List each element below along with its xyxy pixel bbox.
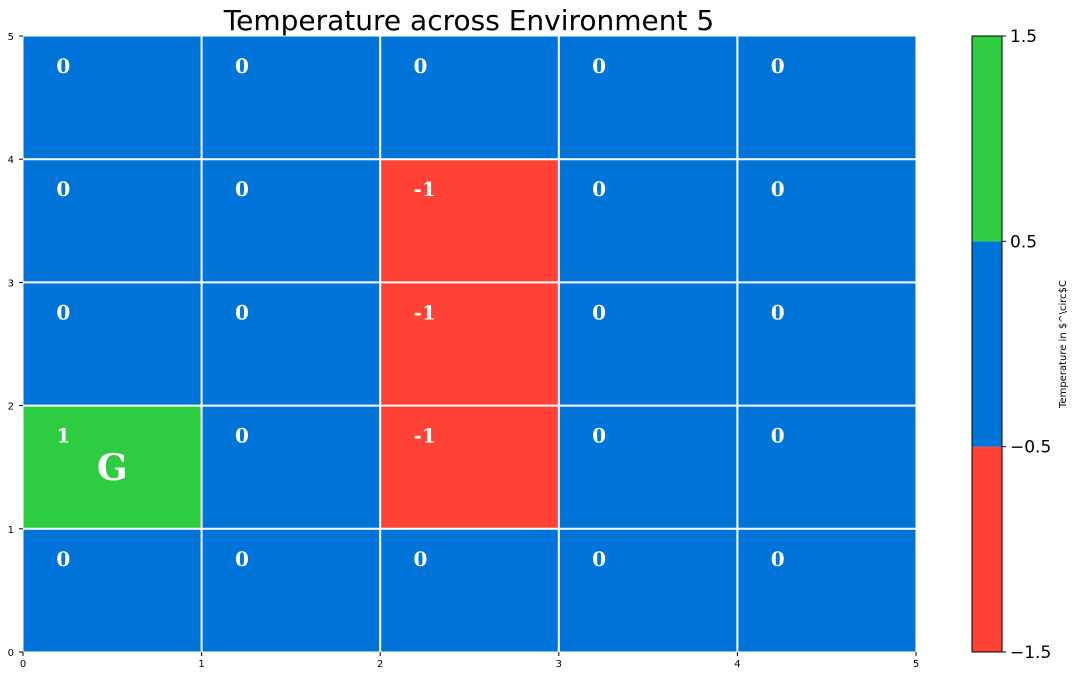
cell-value-label: 0 — [235, 424, 249, 448]
x-tick-label: 4 — [734, 659, 740, 670]
cell-value-label: 0 — [414, 547, 428, 571]
cell-value-label: 0 — [592, 300, 606, 324]
heatmap-cell — [201, 36, 381, 160]
cell-value-label: 0 — [414, 54, 428, 78]
colorbar-segment — [972, 241, 1002, 447]
heatmap-cell — [23, 36, 202, 160]
y-tick-label: 2 — [8, 402, 14, 413]
y-tick-label: 0 — [8, 648, 14, 659]
cell-value-label: 0 — [592, 547, 606, 571]
cell-value-label: 0 — [235, 54, 249, 78]
colorbar-tick-label: −0.5 — [1010, 438, 1051, 458]
x-tick-label: 2 — [377, 659, 383, 670]
cell-value-label: 0 — [771, 300, 785, 324]
cell-value-label: 0 — [592, 177, 606, 201]
x-tick-label: 3 — [556, 659, 562, 670]
cell-value-label: 0 — [56, 547, 70, 571]
heatmap-cell — [380, 36, 559, 160]
heatmap-cell — [380, 282, 559, 406]
heatmap-cell — [201, 528, 381, 652]
cell-value-label: 0 — [771, 547, 785, 571]
colorbar-tick-label: 0.5 — [1010, 232, 1037, 252]
heatmap-cell — [23, 159, 202, 283]
heatmap-cell — [201, 159, 381, 283]
chart-title: Temperature across Environment 5 — [223, 4, 714, 37]
grid-lines — [23, 36, 916, 652]
x-tick-label: 0 — [20, 659, 26, 670]
heatmap-cell — [737, 36, 916, 160]
cell-value-label: 0 — [771, 177, 785, 201]
colorbar: 1.5 0.5 −0.5 −1.5 Temperature in $^\circ$C — [971, 27, 1069, 663]
colorbar-label: Temperature in $^\circ$C — [1058, 280, 1069, 409]
goal-marker: G — [97, 447, 128, 489]
heatmap-cell — [558, 528, 738, 652]
x-tick-label: 5 — [913, 659, 919, 670]
heatmap-cell — [558, 36, 738, 160]
axes: 0 1 2 3 4 5 0 1 2 3 4 5 — [8, 32, 920, 670]
cell-value-label: 0 — [771, 54, 785, 78]
heatmap-cell — [23, 405, 202, 529]
colorbar-frame — [971, 35, 1003, 653]
y-tick-label: 3 — [8, 278, 14, 289]
heatmap-cell — [737, 282, 916, 406]
heatmap-cell — [737, 159, 916, 283]
cell-value-label: 0 — [56, 54, 70, 78]
heatmap-cell — [380, 405, 559, 529]
heatmap-cells — [23, 36, 916, 652]
heatmap-cell — [23, 282, 202, 406]
cell-value-label: 0 — [235, 177, 249, 201]
colorbar-segment — [972, 36, 1002, 242]
heatmap-cell — [201, 405, 381, 529]
cell-labels: 0 0 0 0 0 0 0 -1 0 0 0 0 -1 0 0 1 0 -1 0 0 0 0 0 0 0 G — [56, 54, 784, 571]
cell-value-label: 0 — [592, 424, 606, 448]
heatmap-cell — [558, 405, 738, 529]
cell-value-label: 0 — [592, 54, 606, 78]
x-tick-label: 1 — [198, 659, 204, 670]
cell-value-label: -1 — [414, 300, 436, 324]
heatmap-cell — [201, 282, 381, 406]
y-tick-label: 5 — [8, 32, 14, 43]
heatmap-cell — [380, 528, 559, 652]
cell-value-label: 0 — [235, 547, 249, 571]
heatmap-cell — [380, 159, 559, 283]
heatmap-cell — [558, 159, 738, 283]
heatmap-cell — [558, 282, 738, 406]
y-tick-label: 1 — [8, 525, 14, 536]
cell-value-label: 0 — [56, 300, 70, 324]
heatmap-cell — [23, 528, 202, 652]
plot-frame — [22, 35, 917, 653]
cell-value-label: -1 — [414, 177, 436, 201]
cell-value-label: 0 — [771, 424, 785, 448]
y-tick-label: 4 — [8, 155, 14, 166]
cell-value-label: -1 — [414, 424, 436, 448]
heatmap-cell — [737, 405, 916, 529]
colorbar-tick-label: 1.5 — [1010, 27, 1037, 47]
colorbar-segment — [972, 446, 1002, 652]
cell-value-label: 1 — [56, 424, 70, 448]
cell-value-label: 0 — [235, 300, 249, 324]
colorbar-tick-label: −1.5 — [1010, 643, 1051, 663]
heatmap-cell — [737, 528, 916, 652]
cell-value-label: 0 — [56, 177, 70, 201]
